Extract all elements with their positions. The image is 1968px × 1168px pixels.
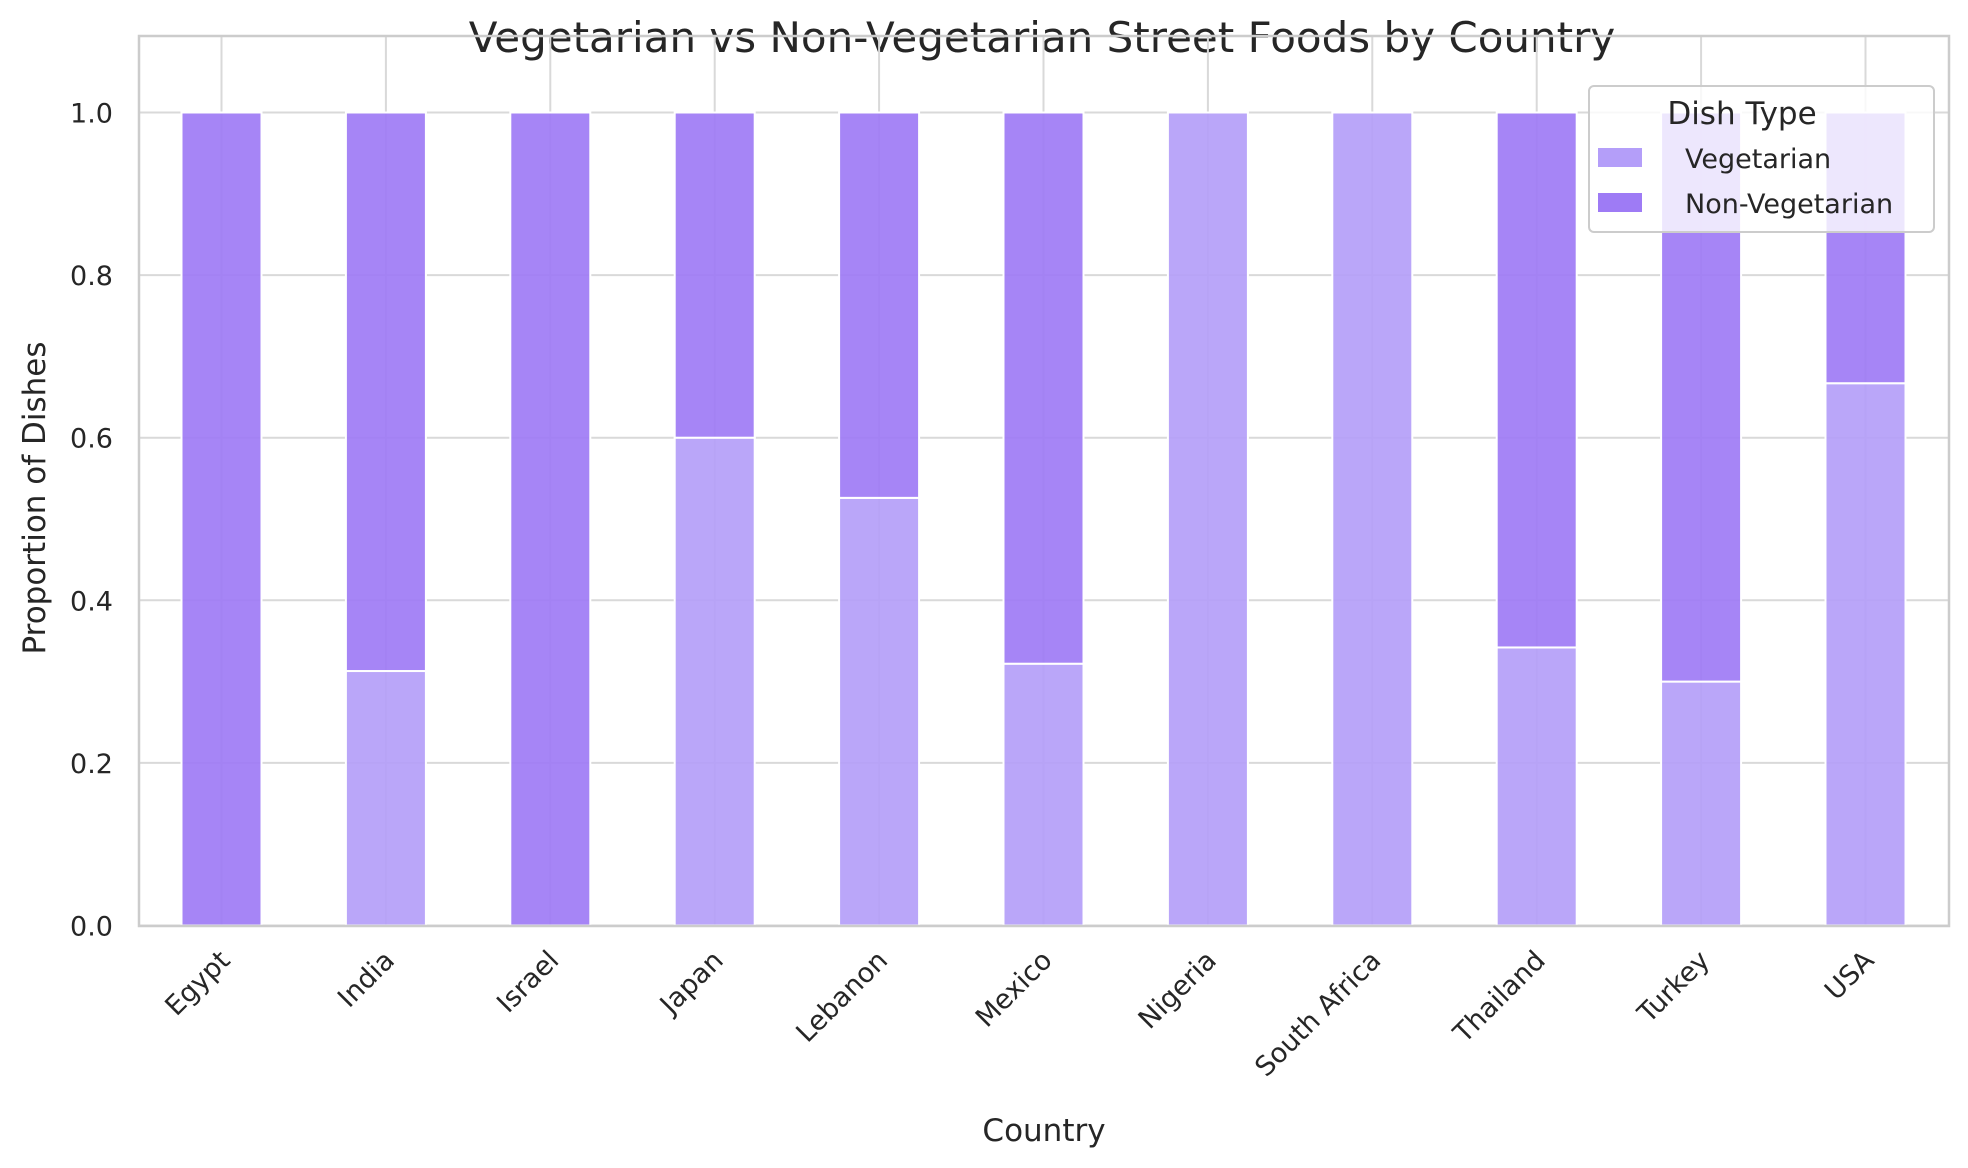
bar-vegetarian-thailand: [1495, 646, 1578, 927]
y-axis-label: Proportion of Dishes: [17, 341, 53, 654]
y-tick-label: 0.6: [70, 424, 113, 455]
chart-title: Vegetarian vs Non-Vegetarian Street Food…: [469, 13, 1615, 62]
y-axis-ticks: 0.0 0.2 0.4 0.6 0.8 1.0: [70, 99, 113, 943]
bar-non-vegetarian-mexico: [1002, 111, 1085, 665]
bar-vegetarian-usa: [1824, 382, 1907, 927]
x-axis-label: Country: [982, 1113, 1105, 1149]
bar-non-vegetarian-india: [344, 111, 427, 673]
bar-non-vegetarian-israel: [509, 111, 592, 927]
y-tick-label: 0.4: [70, 586, 113, 617]
bar-non-vegetarian-egypt: [180, 111, 263, 927]
y-tick-label: 0.8: [70, 261, 113, 292]
y-tick-label: 1.0: [70, 99, 113, 130]
bar-vegetarian-india: [344, 670, 427, 927]
bar-non-vegetarian-lebanon: [838, 111, 921, 499]
legend: Dish Type Vegetarian Non-Vegetarian: [1588, 85, 1935, 233]
legend-label-non-vegetarian: Non-Vegetarian: [1685, 189, 1893, 220]
bar-vegetarian-mexico: [1002, 662, 1085, 927]
bar-vegetarian-south-africa: [1331, 111, 1414, 927]
bar-non-vegetarian-thailand: [1495, 111, 1578, 649]
bar-non-vegetarian-japan: [673, 111, 756, 439]
legend-title: Dish Type: [1667, 96, 1816, 132]
legend-swatch-non-vegetarian: [1598, 193, 1642, 212]
bar-vegetarian-turkey: [1660, 680, 1743, 927]
plot-frame: [137, 34, 1951, 928]
legend-label-vegetarian: Vegetarian: [1685, 144, 1831, 175]
legend-box: [1588, 85, 1935, 233]
bar-vegetarian-lebanon: [838, 496, 921, 927]
y-tick-label: 0.2: [70, 749, 113, 780]
legend-swatch-vegetarian: [1598, 148, 1642, 167]
bar-vegetarian-japan: [673, 436, 756, 927]
bar-vegetarian-nigeria: [1166, 111, 1249, 927]
y-tick-label: 0.0: [70, 912, 113, 943]
